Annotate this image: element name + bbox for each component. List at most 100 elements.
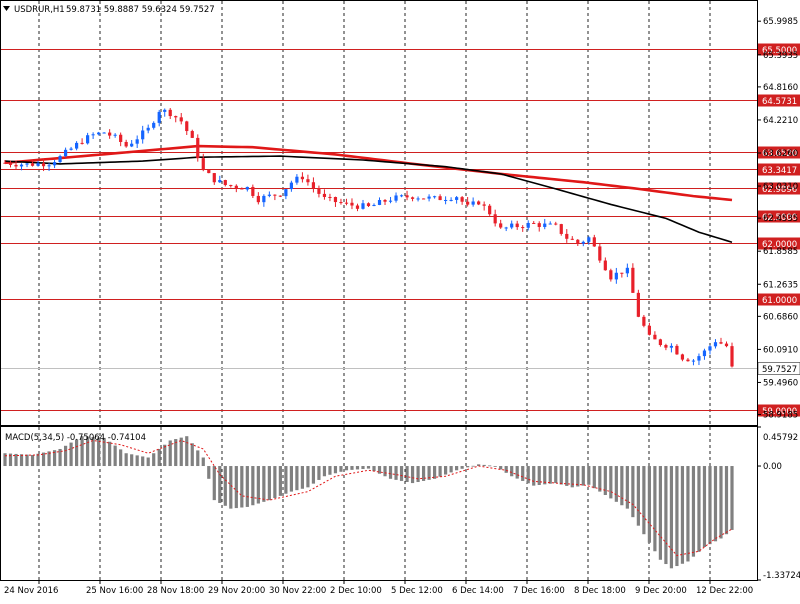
macd-bar (460, 466, 464, 469)
macd-bar (394, 466, 398, 480)
macd-bar (317, 466, 321, 480)
level-label: 62.5000 (762, 213, 797, 223)
y-tick-label: 65.9985 (763, 17, 798, 27)
candle-body (102, 132, 106, 134)
candle-body (537, 223, 541, 227)
level-label: 63.6520 (762, 149, 797, 159)
candle-body (157, 111, 161, 123)
macd-bar (669, 466, 674, 569)
candle-body (311, 182, 316, 189)
candle-body (438, 196, 442, 201)
macd-bar (697, 466, 701, 552)
y-tick-label: 65.3935 (763, 51, 798, 61)
macd-bar (713, 466, 718, 542)
candle-body (449, 199, 453, 201)
macd-bar (455, 466, 459, 471)
candle-body (399, 195, 404, 197)
macd-bar (686, 466, 690, 562)
macd-bar (300, 466, 305, 489)
macd-bar (3, 453, 7, 467)
candle-body (410, 197, 415, 199)
candle-body (466, 201, 470, 205)
macd-bar (251, 466, 255, 506)
macd-bar (515, 466, 519, 479)
x-tick-label: 2 Dec 10:00 (330, 586, 382, 596)
x-tick-label: 30 Nov 22:00 (269, 586, 326, 596)
candle-body (532, 222, 536, 224)
macd-bar (14, 453, 18, 467)
axis-labels-layer: 65.5000 64.5731 63.6520 63.3417 62.9896 62.50… (4, 17, 800, 596)
macd-bar (339, 466, 343, 472)
y-tick-label: 58.9185 (763, 411, 798, 421)
macd-bar (86, 436, 90, 467)
y-tick-label: 62.4535 (763, 214, 798, 224)
y-tick-label: 61.2635 (763, 280, 798, 290)
macd-bar (691, 466, 696, 557)
macd-bar (361, 466, 365, 470)
candle-body (719, 342, 723, 344)
x-tick-label: 24 Nov 2016 (4, 586, 58, 596)
candle-body (300, 176, 305, 180)
candle-body (80, 142, 84, 144)
macd-bar (69, 442, 73, 467)
macd-bar (664, 466, 668, 565)
candle-body (207, 170, 211, 174)
macd-bar (295, 466, 299, 491)
candle-body (366, 203, 371, 207)
horizontal-levels-layer[interactable] (1, 49, 757, 411)
macd-bar (614, 466, 618, 502)
macd-bar (80, 436, 84, 467)
moving-averages-layer (4, 144, 733, 243)
candle-body (130, 143, 134, 147)
current-price-label: 59.7527 (762, 365, 797, 375)
macd-bar (174, 439, 178, 467)
macd-bar (631, 466, 635, 518)
candle-body (427, 196, 431, 199)
candle-body (135, 139, 139, 144)
candle-body (141, 130, 145, 140)
candle-body (295, 176, 299, 183)
candle-body (212, 173, 216, 183)
candle-body (394, 195, 398, 201)
macd-bar (196, 450, 200, 467)
macd-bar (388, 466, 393, 479)
macd-bar (240, 466, 244, 508)
y-tick-label: 63.6260 (763, 149, 798, 159)
candle-body (416, 198, 420, 200)
macd-bar (581, 466, 585, 486)
level-label-box (758, 163, 800, 176)
chart-arrow-icon[interactable] (3, 6, 10, 11)
candle-body (355, 205, 360, 209)
macd-bar (482, 464, 486, 467)
candle-body (234, 185, 238, 189)
candles-layer (3, 108, 734, 368)
macd-bar (223, 466, 227, 506)
candle-body (74, 142, 79, 149)
macd-bar (405, 466, 409, 483)
macd-bar (36, 453, 40, 467)
level-label: 61.0000 (762, 296, 797, 306)
macd-bar (675, 466, 679, 567)
candle-body (724, 343, 729, 347)
candle-body (377, 199, 382, 205)
candle-body (570, 238, 574, 240)
macd-bar (724, 466, 729, 535)
candle-body (58, 156, 62, 163)
level-label-box (758, 94, 800, 107)
candle-body (730, 346, 734, 367)
macd-bar (278, 466, 282, 496)
level-label: 65.5000 (762, 46, 797, 56)
level-label-box (758, 182, 800, 195)
macd-bar (256, 466, 260, 504)
macd-bar (267, 466, 271, 501)
macd-bar (108, 441, 112, 467)
candle-body (504, 227, 508, 229)
candle-body (631, 267, 635, 293)
macd-bar (466, 466, 470, 468)
level-label-box (758, 404, 800, 417)
candle-body (41, 163, 46, 167)
level-label-box (758, 210, 800, 223)
candle-body (63, 149, 68, 157)
